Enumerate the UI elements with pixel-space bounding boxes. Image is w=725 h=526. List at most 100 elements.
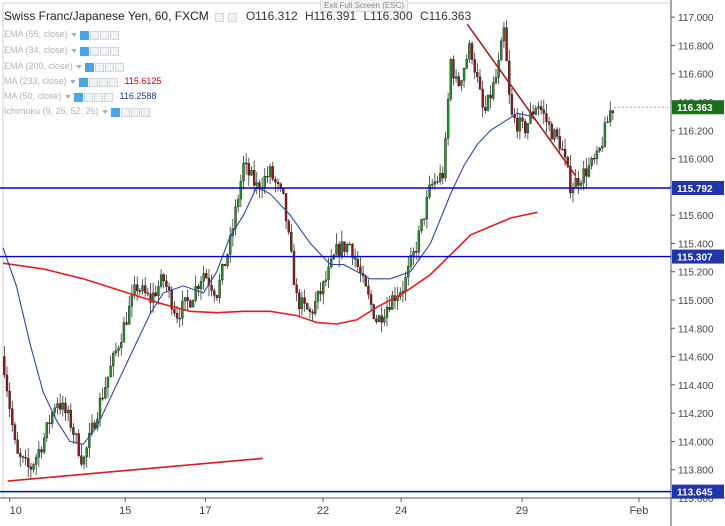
- indicator-controls: [110, 106, 151, 118]
- candle-body: [593, 157, 596, 160]
- settings-icon[interactable]: [88, 77, 98, 87]
- settings-icon[interactable]: [94, 62, 104, 72]
- candle-body: [423, 218, 426, 220]
- candle-body: [356, 258, 359, 267]
- indicator-label: EMA (200, close): [4, 61, 73, 71]
- candle-body: [492, 82, 495, 99]
- y-tick-label: 116.200: [678, 126, 714, 137]
- indicator-row[interactable]: MA (50, close) 116.2588: [4, 90, 156, 103]
- candle-body: [404, 276, 407, 292]
- candle-body: [298, 292, 301, 310]
- exit-fullscreen-button[interactable]: Exit Full Screen (ESC): [320, 0, 408, 12]
- indicator-row[interactable]: MA (233, close) 115.6125: [4, 75, 161, 88]
- lower-trendline: [7, 457, 263, 482]
- settings-icon[interactable]: [120, 107, 130, 117]
- indicator-row[interactable]: Ichimoku (9, 26, 52, 26): [4, 105, 151, 118]
- candle-body: [494, 77, 498, 83]
- candle-body: [295, 284, 298, 293]
- candle-body: [45, 422, 49, 438]
- candle-body: [77, 433, 80, 456]
- add-icon[interactable]: [130, 107, 140, 117]
- candle-body: [157, 286, 160, 297]
- close-icon[interactable]: [103, 92, 113, 102]
- candle-body: [345, 243, 349, 252]
- candle-body: [178, 317, 181, 320]
- add-icon[interactable]: [99, 46, 109, 56]
- current-price-badge: [672, 100, 724, 115]
- close-icon[interactable]: [114, 62, 124, 72]
- chevron-down-icon[interactable]: [75, 64, 82, 69]
- eye-icon[interactable]: [84, 62, 94, 72]
- settings-icon[interactable]: [83, 92, 93, 102]
- add-icon[interactable]: [98, 77, 108, 87]
- candle-body: [88, 432, 91, 449]
- candle-body: [595, 150, 599, 159]
- settings-icon[interactable]: [215, 13, 225, 23]
- chevron-down-icon[interactable]: [64, 94, 71, 99]
- candle-body: [436, 181, 439, 183]
- candle-body: [61, 402, 64, 410]
- close-icon[interactable]: [109, 46, 119, 56]
- close-icon[interactable]: [228, 13, 238, 23]
- settings-icon[interactable]: [89, 46, 99, 56]
- candle-body: [197, 286, 200, 289]
- candle-body: [120, 341, 123, 348]
- candle-body: [306, 303, 309, 310]
- candle-body: [555, 129, 559, 137]
- candle-body: [545, 113, 548, 123]
- add-icon[interactable]: [93, 92, 103, 102]
- candle-body: [48, 422, 51, 424]
- chevron-down-icon[interactable]: [69, 79, 76, 84]
- eye-icon[interactable]: [79, 46, 89, 56]
- candle-body: [489, 94, 492, 99]
- candle-body: [27, 457, 30, 468]
- candle-body: [563, 148, 567, 158]
- settings-icon[interactable]: [89, 30, 99, 40]
- candle-body: [502, 27, 506, 42]
- candle-body: [93, 422, 96, 429]
- candle-body: [136, 284, 139, 291]
- indicator-controls: [84, 61, 125, 73]
- upper-trendline: [466, 23, 577, 177]
- low-value: L116.300: [363, 9, 413, 23]
- close-icon[interactable]: [140, 107, 150, 117]
- indicator-row[interactable]: EMA (55, close): [4, 28, 120, 41]
- candle-body: [574, 177, 577, 189]
- chevron-down-icon[interactable]: [101, 109, 108, 114]
- close-icon[interactable]: [109, 30, 119, 40]
- eye-icon[interactable]: [79, 30, 89, 40]
- candle-body: [247, 163, 251, 176]
- eye-icon[interactable]: [78, 77, 88, 87]
- candle-body: [322, 281, 325, 295]
- candle-body: [236, 198, 240, 208]
- candle-body: [526, 123, 530, 134]
- candle-body: [130, 294, 134, 307]
- level-price-badge: [672, 484, 724, 499]
- eye-icon[interactable]: [73, 92, 83, 102]
- close-icon[interactable]: [108, 77, 118, 87]
- eye-icon[interactable]: [110, 107, 120, 117]
- candle-body: [300, 297, 304, 310]
- level-price-badge: [672, 249, 724, 264]
- indicator-row[interactable]: EMA (34, close): [4, 44, 120, 57]
- candle-body: [359, 266, 362, 274]
- candle-body: [343, 241, 346, 252]
- indicator-row[interactable]: EMA (200, close): [4, 60, 125, 73]
- candle-body: [50, 412, 54, 424]
- candle-body: [462, 68, 466, 81]
- add-icon[interactable]: [99, 30, 109, 40]
- add-icon[interactable]: [104, 62, 114, 72]
- candle-body: [255, 182, 258, 186]
- candle-body: [577, 177, 580, 186]
- chevron-down-icon[interactable]: [70, 48, 77, 53]
- candle-body: [189, 300, 192, 308]
- candle-body: [508, 60, 511, 95]
- candle-body: [290, 231, 293, 252]
- indicator-value: 115.6125: [124, 76, 162, 86]
- candle-body: [587, 165, 591, 177]
- candle-body: [438, 173, 442, 182]
- level-price-badge: [672, 180, 724, 195]
- candle-body: [252, 170, 256, 186]
- chevron-down-icon[interactable]: [70, 32, 77, 37]
